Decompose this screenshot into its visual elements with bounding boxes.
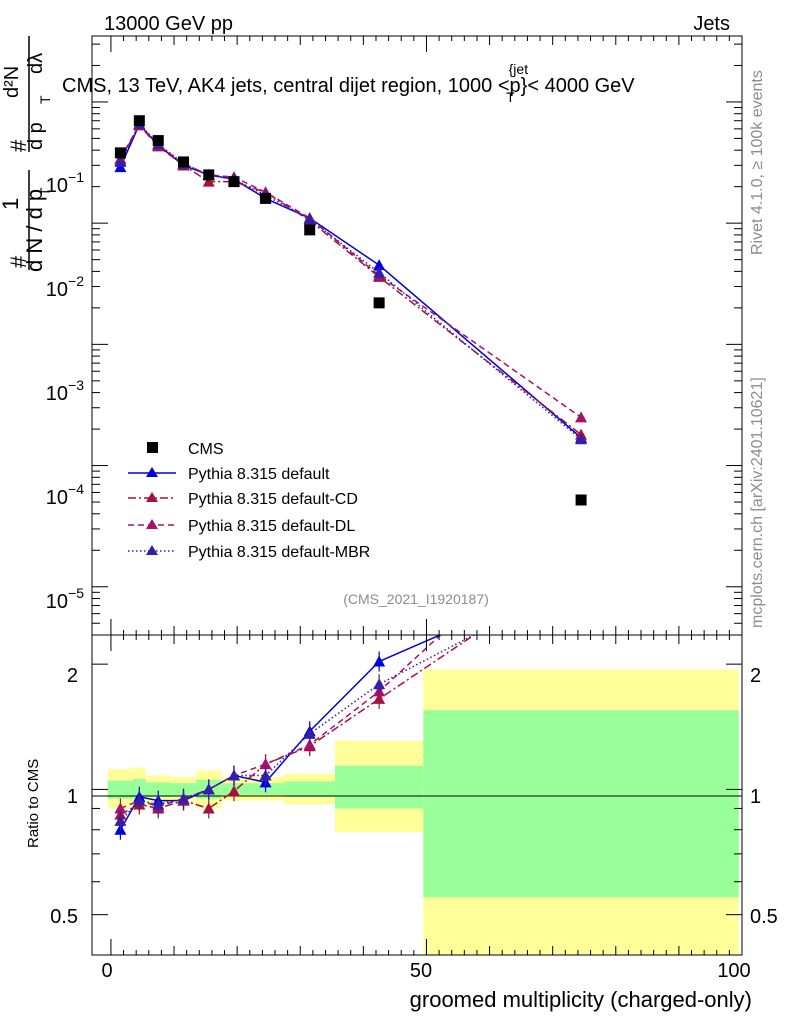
ratio-line-0 (119, 635, 442, 831)
main-point (114, 155, 127, 167)
title-part-a: CMS, 13 TeV, AK4 jets, central dijet reg… (62, 75, 521, 97)
ratio-y-tick-2-left: 2 (67, 665, 78, 687)
ratio-point (227, 785, 240, 797)
legend-marker-mbr (146, 545, 158, 555)
ratio-point (259, 758, 272, 770)
ratio-y-tick-1-right: 1 (750, 786, 761, 808)
cms-data-point (203, 169, 215, 181)
ylabel-hash-2: # (6, 139, 31, 152)
ratio-point (303, 727, 316, 739)
ratio-line-3 (119, 635, 476, 822)
main-line-1 (119, 123, 582, 439)
ratio-point (303, 738, 316, 750)
cms-data-point (133, 115, 145, 127)
ylabel-one: 1 (0, 198, 23, 210)
ylabel-den-T: T (37, 95, 53, 104)
cms-data-point (228, 176, 240, 188)
x-tick-label-100: 100 (717, 960, 750, 982)
ylabel-dN: d N / d p (22, 189, 47, 272)
ratio-point (152, 798, 165, 810)
main-line-2 (119, 124, 582, 436)
ratio-panel-frame (91, 634, 743, 956)
legend-label-cms: CMS (188, 441, 224, 458)
band-green-0 (107, 780, 134, 799)
cms-data-point (260, 192, 272, 204)
main-line-4 (119, 122, 582, 440)
ylabel-hash-1: # (6, 255, 31, 268)
main-series (114, 115, 588, 506)
ylabel-num: d²N (1, 66, 23, 98)
main-point (373, 266, 386, 278)
side-label-bottom: mcplots.cern.ch [arXiv:2401.10621] (749, 377, 766, 628)
cms-data-point (575, 494, 587, 506)
ratio-point (114, 814, 127, 826)
ratio-point (202, 802, 215, 814)
ratio-uncertainty-bands (107, 669, 739, 955)
cms-data-point (178, 156, 190, 168)
main-point (202, 175, 215, 187)
legend-label-cd: Pythia 8.315 default-CD (188, 491, 358, 508)
band-green-9 (423, 710, 739, 898)
y-tick-label-1e-3: 10−3 (46, 377, 84, 405)
ylabel-dlambda: dλ (25, 53, 47, 74)
legend-label-mbr: Pythia 8.315 default-MBR (188, 544, 370, 561)
x-tick-label-0: 0 (101, 960, 112, 982)
analysis-watermark: (CMS_2021_I1920187) (343, 591, 489, 607)
y-tick-label-1e-5: 10−5 (46, 585, 84, 613)
title-part-b: }< 4000 GeV (521, 75, 636, 97)
y-tick-label-1e-1: 10−1 (46, 169, 84, 197)
ratio-line-2 (120, 635, 442, 810)
band-green-2 (145, 782, 171, 797)
cms-data-point (304, 224, 316, 236)
main-point (575, 411, 588, 423)
main-point (575, 433, 588, 445)
ratio-y-axis-label: Ratio to CMS (25, 759, 42, 848)
ratio-point (227, 769, 240, 781)
ratio-point (259, 769, 272, 781)
ratio-point (133, 794, 146, 806)
ratio-point (373, 678, 386, 690)
ratio-line-1 (120, 635, 476, 816)
ratio-point (202, 783, 215, 795)
cms-data-point (114, 147, 126, 159)
cms-data-point (373, 297, 385, 309)
legend-marker-cd (146, 492, 158, 502)
title-sup: {jet (509, 61, 529, 77)
legend-label-dl: Pythia 8.315 default-DL (188, 518, 355, 535)
ratio-point (114, 802, 127, 814)
y-tick-label-1e-4: 10−4 (46, 481, 84, 509)
legend-marker-default (146, 467, 158, 477)
band-green-7 (284, 781, 335, 797)
ratio-y-tick-0.5-left: 0.5 (50, 906, 78, 928)
ratio-point (177, 792, 190, 804)
ratio-y-tick-2-right: 2 (750, 665, 761, 687)
x-axis-label: groomed multiplicity (charged-only) (410, 987, 752, 1012)
ratio-y-tick-0.5-right: 0.5 (750, 906, 778, 928)
band-green-8 (334, 765, 424, 809)
x-tick-label-50: 50 (410, 960, 432, 982)
ratio-point (373, 655, 386, 667)
side-label-top: Rivet 4.1.0, ≥ 100k events (749, 70, 766, 255)
plot-title: CMS, 13 TeV, AK4 jets, central dijet reg… (62, 61, 635, 105)
legend-marker-cms (147, 442, 158, 453)
legend: CMS Pythia 8.315 default Pythia 8.315 de… (128, 441, 370, 561)
axis-ticks (92, 36, 743, 955)
cms-data-point (152, 135, 164, 147)
main-line-3 (119, 123, 582, 418)
main-y-axis-label: # 1 d N / d p T # d²N d p T dλ (0, 36, 53, 272)
legend-label-default: Pythia 8.315 default (188, 466, 330, 483)
main-point (303, 213, 316, 225)
header-right: Jets (693, 13, 730, 35)
header-left: 13000 GeV pp (104, 13, 233, 35)
title-sub: T (506, 89, 515, 105)
main-y-tick-labels: 10−1 10−2 10−3 10−4 10−5 (46, 169, 84, 613)
y-tick-label-1e-2: 10−2 (46, 273, 84, 301)
ylabel-den: d p (25, 122, 47, 150)
ylabel-dN-T: T (37, 187, 53, 196)
ratio-y-tick-1-left: 1 (67, 786, 78, 808)
ratio-series (114, 635, 476, 840)
legend-marker-dl (146, 519, 158, 529)
main-point (373, 259, 386, 271)
